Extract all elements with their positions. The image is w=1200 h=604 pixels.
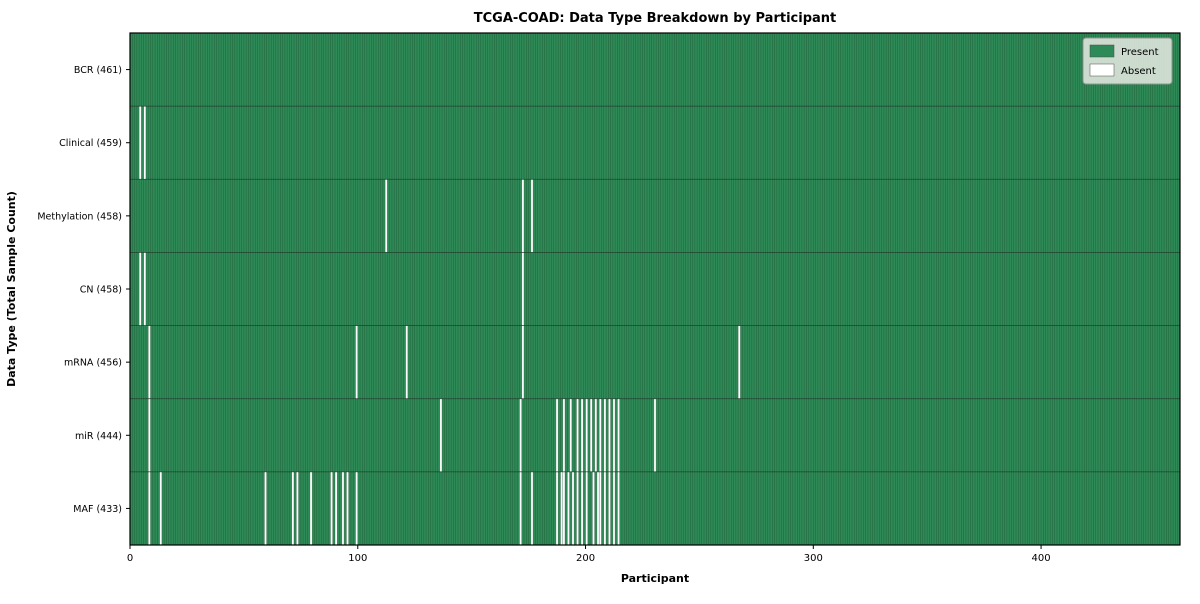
absent-cell (405, 325, 408, 399)
absent-cell (599, 471, 602, 545)
absent-cell (612, 398, 616, 472)
absent-cell (143, 106, 146, 180)
y-axis-label: Data Type (Total Sample Count) (5, 191, 18, 387)
absent-cell (612, 471, 616, 545)
absent-cell (580, 398, 584, 472)
y-tick-label-Methylation: Methylation (458) (37, 211, 122, 222)
absent-cell (594, 398, 597, 472)
absent-cell (346, 471, 349, 545)
x-tick-label: 100 (348, 553, 367, 564)
absent-cell (585, 471, 588, 545)
y-tick-label-miR: miR (444) (75, 431, 122, 442)
absent-cell (590, 398, 593, 472)
absent-cell (355, 471, 358, 545)
legend-swatch-absent (1089, 63, 1115, 77)
absent-cell (530, 179, 534, 253)
x-axis-label: Participant (621, 572, 689, 585)
absent-cell (585, 398, 588, 472)
absent-cell (143, 252, 146, 326)
row-BCR (130, 33, 1180, 107)
absent-cell (519, 471, 522, 545)
absent-cell (580, 471, 584, 545)
absent-cell (596, 471, 600, 545)
absent-cell (562, 471, 566, 545)
absent-cell (148, 325, 151, 399)
absent-cell (567, 471, 570, 545)
plot-area: 0 100 200 300 400 BCR (461) Clinical (459) Meth… (37, 32, 1181, 564)
absent-cell (608, 471, 611, 545)
x-tick-label: 300 (804, 553, 823, 564)
absent-cell (530, 471, 534, 545)
absent-cell (330, 471, 333, 545)
row-MAF (130, 471, 1180, 545)
absent-cell (653, 398, 657, 472)
absent-cell (355, 325, 358, 399)
absent-cell (592, 471, 595, 545)
absent-cell (617, 398, 620, 472)
absent-cell (341, 471, 345, 545)
y-tick-label-Clinical: Clinical (459) (59, 138, 122, 149)
absent-cell (560, 471, 563, 545)
row-Methylation (130, 179, 1180, 253)
y-tick-label-CN: CN (458) (80, 285, 122, 296)
absent-cell (738, 325, 741, 399)
absent-cell (562, 398, 566, 472)
absent-cell (439, 398, 443, 472)
absent-cell (569, 398, 572, 472)
x-tick-label: 0 (127, 553, 133, 564)
absent-cell (603, 398, 607, 472)
absent-cell (599, 398, 602, 472)
absent-cell (603, 471, 607, 545)
legend-label-absent: Absent (1121, 66, 1156, 77)
absent-cell (521, 179, 525, 253)
absent-cell (576, 398, 579, 472)
absent-cell (264, 471, 267, 545)
absent-cell (617, 471, 620, 545)
absent-cell (148, 471, 151, 545)
row-Clinical (130, 106, 1180, 180)
absent-cell (148, 398, 151, 472)
legend: Present Absent (1082, 37, 1173, 85)
absent-cell (139, 252, 142, 326)
absent-cell (159, 471, 162, 545)
absent-cell (571, 471, 575, 545)
absent-cell (296, 471, 299, 545)
chart-title: TCGA-COAD: Data Type Breakdown by Partic… (474, 11, 837, 26)
row-mRNA (130, 325, 1180, 399)
y-tick-label-BCR: BCR (461) (74, 65, 122, 76)
absent-cell (555, 471, 559, 545)
x-tick-label: 400 (1032, 553, 1051, 564)
legend-label-present: Present (1121, 47, 1159, 58)
absent-cell (608, 398, 611, 472)
absent-cell (555, 398, 559, 472)
absent-cell (334, 471, 338, 545)
absent-cell (139, 106, 142, 180)
x-tick-label: 200 (576, 553, 595, 564)
y-tick-label-MAF: MAF (433) (73, 504, 122, 515)
absent-cell (519, 398, 522, 472)
absent-cell (291, 471, 294, 545)
row-CN (130, 252, 1180, 326)
absent-cell (385, 179, 388, 253)
absent-cell (521, 325, 525, 399)
y-tick-label-mRNA: mRNA (456) (64, 358, 122, 369)
legend-swatch-present (1089, 44, 1115, 58)
absent-cell (576, 471, 579, 545)
absent-cell (521, 252, 525, 326)
absent-cell (309, 471, 313, 545)
